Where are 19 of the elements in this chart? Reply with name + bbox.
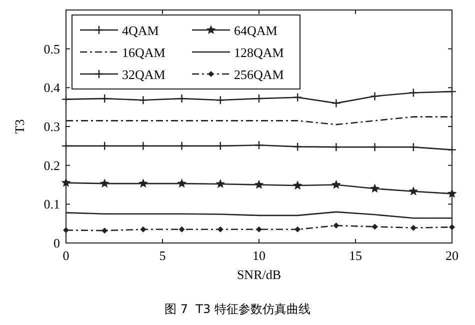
- x-tick-label: 20: [446, 248, 458, 263]
- x-tick-label: 15: [349, 248, 362, 263]
- legend-label: 4QAM: [122, 23, 160, 38]
- legend-label: 64QAM: [234, 23, 278, 38]
- x-tick-label: 10: [252, 248, 266, 263]
- caption: 图 7 T3 特征参数仿真曲线: [164, 302, 310, 316]
- x-tick-label: 5: [159, 248, 166, 263]
- legend-label: 256QAM: [234, 67, 284, 82]
- y-tick-label: 0.1: [44, 196, 60, 212]
- y-tick-label: 0.3: [44, 119, 60, 134]
- y-tick-label: 0: [54, 236, 60, 250]
- y-tick-label: 0.4: [44, 80, 60, 96]
- legend-label: 32QAM: [122, 67, 166, 82]
- x-axis-title: SNR/dB: [236, 267, 282, 282]
- y-tick-label: 0.2: [44, 158, 60, 173]
- y-tick-label: 0.5: [44, 41, 60, 56]
- legend-label: 16QAM: [122, 45, 166, 60]
- legend-label: 128QAM: [234, 45, 284, 60]
- y-axis-title: T3: [12, 119, 27, 134]
